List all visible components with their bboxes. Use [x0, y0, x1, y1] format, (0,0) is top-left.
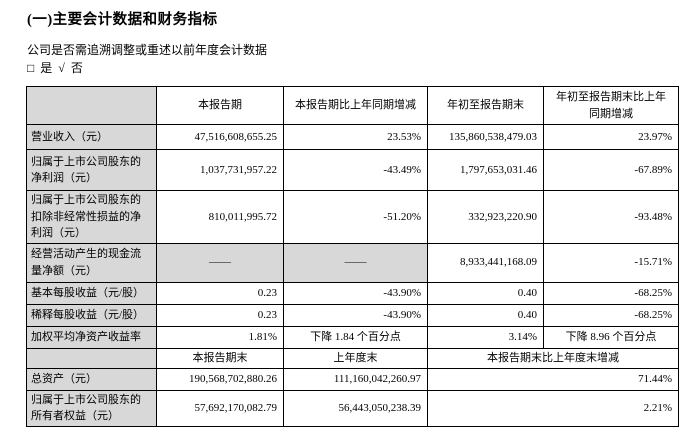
value-cell: -51.20% — [283, 190, 428, 244]
value-cell: -67.89% — [543, 149, 679, 191]
table-row: 总资产（元） 190,568,702,880.26 111,160,042,26… — [26, 367, 679, 391]
table-header-row: 本报告期 本报告期比上年同期增减 年初至报告期末 年初至报告期末比上年同期增减 — [26, 86, 679, 125]
row-label-operating-cash-flow: 经营活动产生的现金流量净额（元） — [26, 242, 157, 283]
value-cell: 0.40 — [427, 281, 544, 305]
col-header-end-of-period: 本报告期末 — [156, 347, 284, 369]
value-cell: 0.40 — [427, 303, 544, 327]
value-cell: 56,443,050,238.39 — [283, 389, 428, 427]
label-yes: 是 — [40, 61, 53, 75]
col-header-end-of-period-change: 本报告期末比上年度末增减 — [427, 347, 679, 369]
row-label-net-profit-excl-nonrecurring: 归属于上市公司股东的扣除非经常性损益的净利润（元） — [26, 190, 157, 244]
value-cell: 57,692,170,082.79 — [156, 389, 284, 427]
check-mark-icon: √ — [58, 61, 65, 75]
row-label-total-assets: 总资产（元） — [26, 367, 157, 391]
value-cell: -43.90% — [283, 303, 428, 327]
value-cell: 135,860,538,479.03 — [427, 124, 544, 150]
restatement-answer: □ 是 √ 否 — [27, 59, 89, 76]
table-row: 基本每股收益（元/股） 0.23 -43.90% 0.40 -68.25% — [26, 281, 679, 305]
value-cell: -43.49% — [283, 149, 428, 191]
corner-cell — [26, 347, 157, 369]
table-row: 加权平均净资产收益率 1.81% 下降 1.84 个百分点 3.14% 下降 8… — [26, 325, 679, 349]
table-header-row-2: 本报告期末 上年度末 本报告期末比上年度末增减 — [26, 347, 679, 369]
table-row: 稀释每股收益（元/股） 0.23 -43.90% 0.40 -68.25% — [26, 303, 679, 327]
value-cell: -93.48% — [543, 190, 679, 244]
value-cell: 0.23 — [156, 303, 284, 327]
value-cell: 下降 1.84 个百分点 — [283, 325, 428, 349]
row-label-equity: 归属于上市公司股东的所有者权益（元） — [26, 389, 157, 427]
financial-indicators-table: 本报告期 本报告期比上年同期增减 年初至报告期末 年初至报告期末比上年同期增减 … — [26, 86, 679, 427]
value-cell: 23.53% — [283, 124, 428, 150]
page-title: (一)主要会计数据和财务指标 — [27, 12, 218, 28]
value-cell: 下降 8.96 个百分点 — [543, 325, 679, 349]
value-cell: 47,516,608,655.25 — [156, 124, 284, 150]
value-cell: 0.23 — [156, 281, 284, 305]
table-row: 归属于上市公司股东的扣除非经常性损益的净利润（元） 810,011,995.72… — [26, 190, 679, 244]
value-cell: 8,933,441,168.09 — [427, 242, 544, 283]
table-row: 归属于上市公司股东的净利润（元） 1,037,731,957.22 -43.49… — [26, 149, 679, 191]
value-cell: 1,037,731,957.22 — [156, 149, 284, 191]
value-cell: 71.44% — [427, 367, 679, 391]
value-cell: 190,568,702,880.26 — [156, 367, 284, 391]
restatement-question: 公司是否需追溯调整或重述以前年度会计数据 — [27, 43, 268, 57]
table-row: 归属于上市公司股东的所有者权益（元） 57,692,170,082.79 56,… — [26, 389, 679, 427]
row-label-weighted-avg-roe: 加权平均净资产收益率 — [26, 325, 157, 349]
value-cell: 23.97% — [543, 124, 679, 150]
table-row: 经营活动产生的现金流量净额（元） —— —— 8,933,441,168.09 … — [26, 242, 679, 283]
col-header-current-period-yoy-change: 本报告期比上年同期增减 — [283, 86, 428, 125]
value-cell: 111,160,042,260.97 — [283, 367, 428, 391]
value-cell: -68.25% — [543, 281, 679, 305]
value-cell: 332,923,220.90 — [427, 190, 544, 244]
row-label-diluted-eps: 稀释每股收益（元/股） — [26, 303, 157, 327]
value-cell: -15.71% — [543, 242, 679, 283]
row-label-net-profit: 归属于上市公司股东的净利润（元） — [26, 149, 157, 191]
checkbox-unchecked-icon: □ — [27, 61, 35, 75]
value-cell-dash: —— — [156, 242, 284, 283]
value-cell: 810,011,995.72 — [156, 190, 284, 244]
value-cell: -68.25% — [543, 303, 679, 327]
value-cell: 3.14% — [427, 325, 544, 349]
value-cell: -43.90% — [283, 281, 428, 305]
table-row: 营业收入（元） 47,516,608,655.25 23.53% 135,860… — [26, 124, 679, 150]
row-label-basic-eps: 基本每股收益（元/股） — [26, 281, 157, 305]
col-header-current-period: 本报告期 — [156, 86, 284, 125]
row-label-revenue: 营业收入（元） — [26, 124, 157, 150]
label-no: 否 — [70, 61, 83, 75]
corner-cell — [26, 86, 157, 125]
value-cell: 1.81% — [156, 325, 284, 349]
value-cell: 1,797,653,031.46 — [427, 149, 544, 191]
col-header-ytd: 年初至报告期末 — [427, 86, 544, 125]
value-cell-dash: —— — [283, 242, 428, 283]
col-header-end-of-prior-year: 上年度末 — [283, 347, 428, 369]
col-header-ytd-yoy-change: 年初至报告期末比上年同期增减 — [543, 86, 679, 125]
value-cell: 2.21% — [427, 389, 679, 427]
